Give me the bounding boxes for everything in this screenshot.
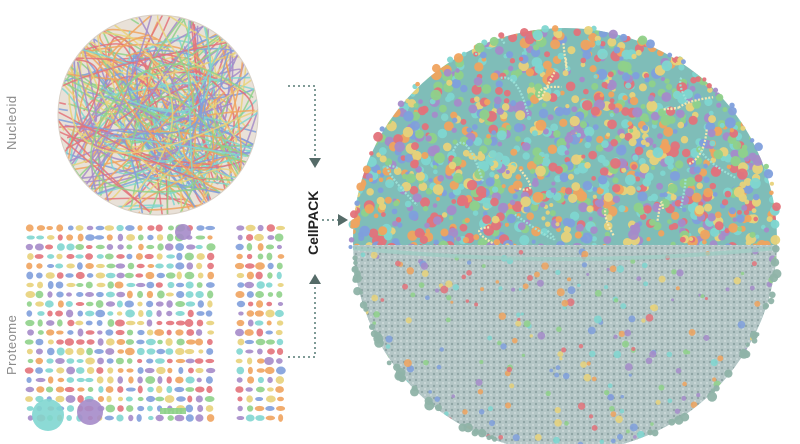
flow-connectors <box>288 85 338 358</box>
arrow-right-icon <box>338 214 348 226</box>
arrow-down-icon <box>309 158 321 168</box>
cell-sphere <box>348 25 782 444</box>
proteome-grid <box>24 224 286 431</box>
membrane-surface <box>353 245 777 444</box>
arrow-up-icon <box>309 274 321 284</box>
